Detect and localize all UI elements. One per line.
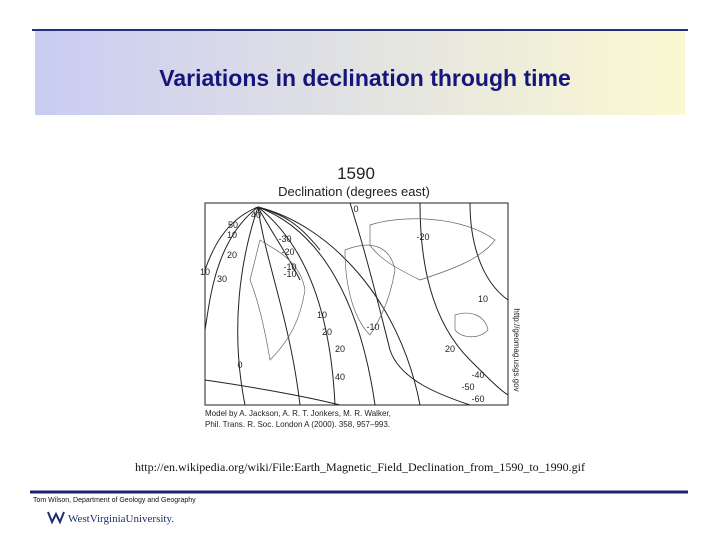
contour-label: 10 <box>200 267 210 277</box>
contour-label: 10 <box>317 310 327 320</box>
contour-label: -20 <box>416 232 429 242</box>
credit-line: Model by A. Jackson, A. R. T. Jonkers, M… <box>205 409 391 418</box>
credit-line: Phil. Trans. R. Soc. London A (2000). 35… <box>205 420 390 429</box>
contour-label: -10 <box>283 269 296 279</box>
side-url: http://geomag.usgs.gov <box>512 308 521 391</box>
contour-label: 30 <box>217 274 227 284</box>
contour-label: 20 <box>335 344 345 354</box>
slide-title: Variations in declination through time <box>159 65 570 91</box>
contour-label: 20 <box>227 250 237 260</box>
contour-label: 20 <box>445 344 455 354</box>
contour-label: 40 <box>335 372 345 382</box>
footer-logo: WestVirginiaUniversity. <box>68 513 174 525</box>
figure-subtitle: Declination (degrees east) <box>278 184 430 199</box>
contour-label: -10 <box>366 322 379 332</box>
coastlines <box>249 218 496 361</box>
contour-label: -10 <box>283 262 296 272</box>
logo-mark <box>47 511 65 525</box>
contour-label: 10 <box>227 230 237 240</box>
contour-label: -40 <box>471 370 484 380</box>
contour-label: 40 <box>251 210 261 220</box>
contour-label: 0 <box>353 204 358 214</box>
contour-label: -50 <box>461 382 474 392</box>
contour-label: -30 <box>278 234 291 244</box>
contours <box>204 202 509 406</box>
contour-label: 20 <box>322 327 332 337</box>
footer-author: Tom Wilson, Department of Geology and Ge… <box>33 497 196 504</box>
contour-label: -20 <box>281 247 294 257</box>
title-band <box>35 30 685 115</box>
figure-year: 1590 <box>337 164 375 183</box>
contour-label: -60 <box>471 394 484 404</box>
contour-label: 0 <box>237 360 242 370</box>
caption: http://en.wikipedia.org/wiki/File:Earth_… <box>135 460 585 474</box>
map-frame <box>204 202 509 406</box>
contour-label: 10 <box>478 294 488 304</box>
contour-label: 50 <box>228 220 238 230</box>
